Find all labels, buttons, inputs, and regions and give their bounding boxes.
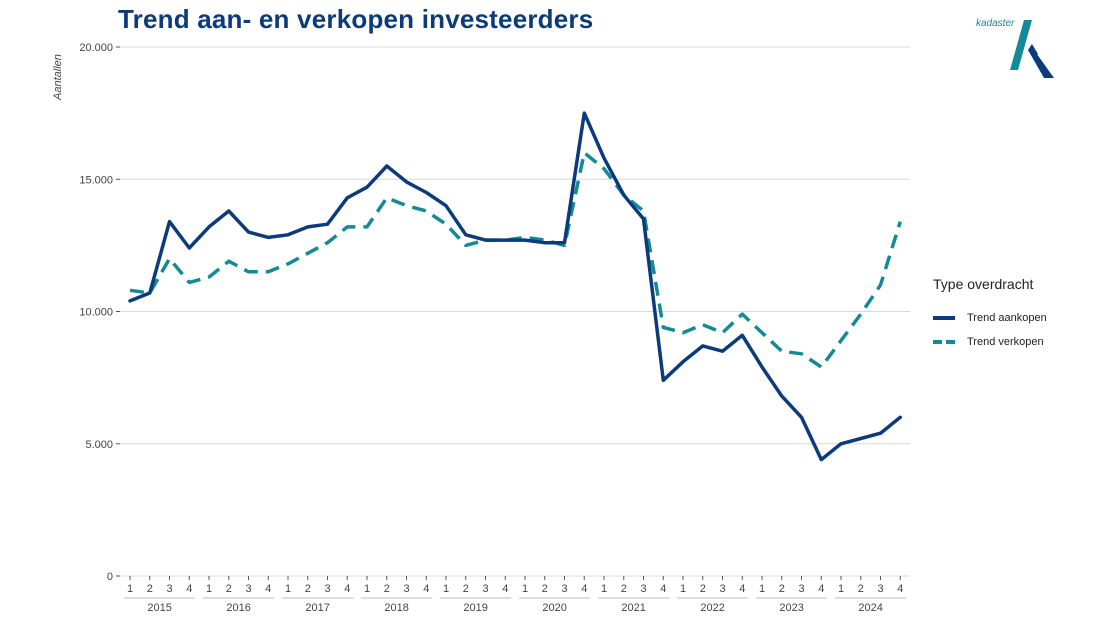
x-tick-label-year: 2019 xyxy=(463,602,487,614)
x-tick-label-quarter: 3 xyxy=(877,583,883,595)
y-tick-label: 15.000 xyxy=(79,174,113,186)
x-tick-label-quarter: 1 xyxy=(522,583,528,595)
x-tick-label-quarter: 1 xyxy=(759,583,765,595)
x-tick-label-quarter: 2 xyxy=(779,583,785,595)
x-tick-label-quarter: 4 xyxy=(818,583,824,595)
logo-text: kadaster xyxy=(976,18,1015,29)
x-tick-label-quarter: 2 xyxy=(542,583,548,595)
x-tick-label-year: 2016 xyxy=(226,602,250,614)
x-tick-label-quarter: 4 xyxy=(502,583,508,595)
legend-label: Trend aankopen xyxy=(967,312,1047,324)
x-tick-label-quarter: 2 xyxy=(226,583,232,595)
x-tick-label-year: 2020 xyxy=(542,602,566,614)
y-tick-label: 20.000 xyxy=(79,42,113,54)
x-tick-label-quarter: 1 xyxy=(206,583,212,595)
legend-label: Trend verkopen xyxy=(967,336,1044,348)
legend-item-verkopen: Trend verkopen xyxy=(933,330,1047,354)
x-tick-label-quarter: 1 xyxy=(127,583,133,595)
legend: Type overdracht Trend aankopen Trend ver… xyxy=(933,276,1047,354)
x-tick-label-quarter: 1 xyxy=(285,583,291,595)
x-tick-label-year: 2018 xyxy=(384,602,408,614)
x-tick-label-quarter: 2 xyxy=(463,583,469,595)
gridlines xyxy=(120,46,910,577)
x-tick-label-quarter: 1 xyxy=(364,583,370,595)
x-tick-label-quarter: 3 xyxy=(403,583,409,595)
series-lines xyxy=(128,111,903,462)
x-tick-label-quarter: 2 xyxy=(147,583,153,595)
legend-swatch-solid xyxy=(933,316,955,320)
x-tick-label-quarter: 1 xyxy=(443,583,449,595)
x-tick-label-quarter: 2 xyxy=(858,583,864,595)
series-line-trend-aankopen xyxy=(128,111,903,462)
y-axis-ticks: 0 5.000 10.000 15.000 20.000 xyxy=(79,42,120,583)
x-tick-label-quarter: 3 xyxy=(324,583,330,595)
legend-title: Type overdracht xyxy=(933,276,1034,292)
legend-swatch-dashed xyxy=(933,340,955,344)
logo-mark-icon xyxy=(1010,20,1054,78)
x-tick-label-quarter: 4 xyxy=(581,583,587,595)
x-tick-label-quarter: 3 xyxy=(245,583,251,595)
y-tick-label: 10.000 xyxy=(79,307,113,319)
x-tick-label-year: 2021 xyxy=(621,602,645,614)
x-tick-label-quarter: 4 xyxy=(897,583,903,595)
x-tick-label-year: 2024 xyxy=(858,602,882,614)
x-tick-label-quarter: 3 xyxy=(482,583,488,595)
x-tick-label-quarter: 4 xyxy=(739,583,745,595)
chart-title: Trend aan- en verkopen investeerders xyxy=(118,4,594,34)
x-tick-label-quarter: 4 xyxy=(265,583,271,595)
x-tick-label-quarter: 3 xyxy=(561,583,567,595)
x-tick-label-quarter: 3 xyxy=(640,583,646,595)
y-tick-label: 5.000 xyxy=(85,439,113,451)
x-tick-label-quarter: 4 xyxy=(423,583,429,595)
kadaster-logo: kadaster xyxy=(972,14,1062,84)
legend-item-aankopen: Trend aankopen xyxy=(933,306,1047,330)
x-tick-label-quarter: 1 xyxy=(838,583,844,595)
x-tick-label-year: 2022 xyxy=(700,602,724,614)
x-tick-label-quarter: 2 xyxy=(384,583,390,595)
x-axis: 1 2 3 4 1 2 3 4 1 2 3 4 1 2 3 4 1 2 3 4 1 2 3 4 1 2 3 4 1 2 3 4 1 2 3 4 1 2 3 4… xyxy=(124,576,907,614)
x-tick-label-quarter: 1 xyxy=(601,583,607,595)
x-tick-label-quarter: 4 xyxy=(344,583,350,595)
series-line-trend-verkopen xyxy=(129,151,902,369)
y-tick-label: 0 xyxy=(107,571,113,583)
x-tick-label-quarter: 1 xyxy=(680,583,686,595)
x-tick-label-year: 2023 xyxy=(779,602,803,614)
x-tick-label-year: 2015 xyxy=(147,602,171,614)
x-tick-label-quarter: 3 xyxy=(719,583,725,595)
x-tick-label-quarter: 4 xyxy=(660,583,666,595)
x-tick-label-quarter: 3 xyxy=(166,583,172,595)
x-tick-label-quarter: 4 xyxy=(186,583,192,595)
x-tick-label-year: 2017 xyxy=(305,602,329,614)
x-tick-label-quarter: 2 xyxy=(700,583,706,595)
x-tick-label-quarter: 2 xyxy=(621,583,627,595)
x-tick-label-quarter: 2 xyxy=(305,583,311,595)
x-tick-label-quarter: 3 xyxy=(798,583,804,595)
